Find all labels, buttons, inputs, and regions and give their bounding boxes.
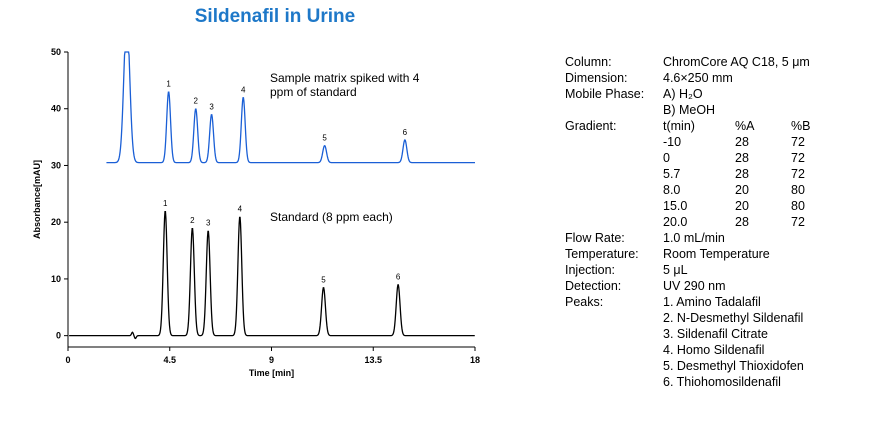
gradient-a: 28 — [735, 135, 749, 149]
injection-label: Injection: — [565, 263, 616, 277]
flow-rate-label: Flow Rate: — [565, 231, 625, 245]
series-annotation: ppm of standard — [270, 85, 357, 99]
dimension-value: 4.6×250 mm — [663, 71, 733, 85]
y-tick-label: 20 — [51, 217, 61, 227]
gradient-header-time: t(min) — [663, 119, 695, 133]
y-axis-label: Absorbance[mAU] — [32, 160, 42, 239]
x-tick-label: 9 — [269, 355, 274, 365]
peak-label: 4 — [238, 205, 243, 214]
gradient-b: 72 — [791, 151, 805, 165]
flow-rate-value: 1.0 mL/min — [663, 231, 725, 245]
peak-label: 1 — [166, 80, 171, 89]
peak-label: 3 — [209, 102, 214, 111]
chromatogram-chart: 0 4.5 9 13.5 18 0 10 20 30 40 50 Time [min] Absorban… — [32, 47, 480, 378]
peaks-label: Peaks: — [565, 295, 604, 309]
temperature-value: Room Temperature — [663, 247, 770, 261]
gradient-time: 20.0 — [663, 215, 688, 229]
gradient-a: 28 — [735, 151, 749, 165]
gradient-a: 20 — [735, 199, 749, 213]
injection-value: 5 μL — [663, 263, 688, 277]
gradient-b: 72 — [791, 167, 805, 181]
peak-label: 2 — [194, 97, 199, 106]
column-value: ChromCore AQ C18, 5 μm — [663, 55, 810, 69]
gradient-header-b: %B — [791, 119, 811, 133]
peak-name: 3. Sildenafil Citrate — [663, 327, 768, 341]
mobile-phase-label: Mobile Phase: — [565, 87, 645, 101]
peak-name: 2. N-Desmethyl Sildenafil — [663, 311, 804, 325]
gradient-time: -10 — [663, 135, 682, 149]
x-tick-label: 4.5 — [163, 355, 176, 365]
peak-label: 4 — [241, 85, 246, 94]
peak-name: 4. Homo Sildenafil — [663, 343, 765, 357]
series-annotation: Standard (8 ppm each) — [270, 210, 393, 224]
y-tick-label: 30 — [51, 160, 61, 170]
series-line — [69, 211, 475, 340]
gradient-a: 28 — [735, 167, 749, 181]
column-label: Column: — [565, 55, 612, 69]
y-tick-label: 50 — [51, 47, 61, 57]
series-annotation: Sample matrix spiked with 4 — [270, 71, 420, 85]
gradient-a: 28 — [735, 215, 749, 229]
y-tick-label: 0 — [56, 331, 61, 341]
gradient-b: 80 — [791, 199, 805, 213]
mobile-phase-a: A) H₂O — [663, 87, 703, 101]
y-tick-label: 10 — [51, 274, 61, 284]
gradient-b: 80 — [791, 183, 805, 197]
peak-label: 6 — [396, 273, 401, 282]
peak-label: 3 — [206, 219, 211, 228]
series-line — [106, 51, 475, 164]
detection-value: UV 290 nm — [663, 279, 726, 293]
peak-name: 5. Desmethyl Thioxidofen — [663, 359, 804, 373]
peak-label: 5 — [321, 275, 326, 284]
x-tick-label: 13.5 — [364, 355, 382, 365]
peak-name: 6. Thiohomosildenafil — [663, 375, 781, 389]
peak-label: 1 — [163, 199, 168, 208]
gradient-b: 72 — [791, 215, 805, 229]
x-tick-label: 18 — [470, 355, 480, 365]
gradient-label: Gradient: — [565, 119, 617, 133]
dimension-label: Dimension: — [565, 71, 628, 85]
gradient-time: 5.7 — [663, 167, 681, 181]
x-axis-label: Time [min] — [249, 368, 294, 378]
gradient-b: 72 — [791, 135, 805, 149]
y-tick-label: 40 — [51, 104, 61, 114]
temperature-label: Temperature: — [565, 247, 639, 261]
gradient-time: 8.0 — [663, 183, 681, 197]
gradient-header-a: %A — [735, 119, 755, 133]
peak-label: 2 — [190, 216, 195, 225]
x-tick-label: 0 — [65, 355, 70, 365]
peak-name: 1. Amino Tadalafil — [663, 295, 761, 309]
gradient-time: 0 — [663, 151, 670, 165]
peak-label: 6 — [403, 128, 408, 137]
chart-title: Sildenafil in Urine — [194, 6, 356, 27]
detection-label: Detection: — [565, 279, 622, 293]
gradient-time: 15.0 — [663, 199, 688, 213]
gradient-a: 20 — [735, 183, 749, 197]
peak-label: 5 — [322, 134, 327, 143]
mobile-phase-b: B) MeOH — [663, 103, 716, 117]
